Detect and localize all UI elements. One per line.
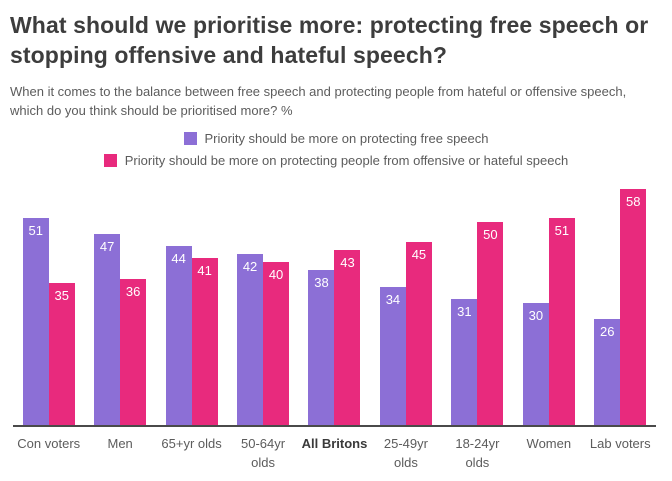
bar-hateful-speech: 36 bbox=[120, 278, 147, 425]
bar-group: 47 36 bbox=[84, 233, 155, 425]
legend-label-hateful-speech: Priority should be more on protecting pe… bbox=[124, 152, 569, 168]
bar-value-label: 34 bbox=[385, 291, 401, 307]
bar-value-label: 51 bbox=[28, 222, 43, 238]
bar-value-label: 31 bbox=[457, 303, 472, 319]
bar-free-speech: 38 bbox=[308, 269, 335, 425]
bar-value-label: 36 bbox=[125, 283, 141, 299]
bar-free-speech: 51 bbox=[22, 217, 49, 425]
x-axis-line bbox=[13, 424, 656, 427]
bar-hateful-speech: 43 bbox=[334, 249, 361, 425]
x-axis-label: All Britons bbox=[301, 435, 368, 451]
bar-value-label: 45 bbox=[411, 246, 427, 262]
x-axis-labels: Con voters Men 65+yr olds 50-64yr olds All B… bbox=[13, 434, 656, 473]
legend-item-free-speech: Priority should be more on protecting fr… bbox=[183, 130, 489, 146]
bar-free-speech: 44 bbox=[165, 245, 192, 425]
legend-swatch-free-speech-icon bbox=[183, 131, 197, 145]
x-axis-label: Con voters bbox=[17, 435, 81, 451]
legend-swatch-hateful-speech-icon bbox=[103, 153, 117, 167]
bar-value-label: 50 bbox=[483, 226, 498, 242]
bar-hateful-speech: 35 bbox=[48, 282, 75, 425]
x-axis-label: Men bbox=[107, 435, 133, 451]
bar-value-label: 26 bbox=[600, 323, 615, 339]
x-axis-label: 65+yr olds bbox=[161, 435, 222, 451]
bar-group: 42 40 bbox=[227, 253, 298, 425]
bar-value-label: 35 bbox=[54, 287, 69, 303]
x-axis-label: Lab voters bbox=[589, 435, 651, 451]
bar-value-label: 58 bbox=[626, 193, 641, 209]
bar-hateful-speech: 51 bbox=[548, 217, 575, 425]
bar-free-speech: 26 bbox=[594, 318, 621, 425]
bar-value-label: 51 bbox=[554, 222, 570, 238]
x-axis-label: Women bbox=[526, 435, 572, 451]
bar-group: 31 50 bbox=[442, 221, 513, 425]
bar-group: 38 43 bbox=[299, 249, 370, 425]
bar-hateful-speech: 40 bbox=[263, 261, 290, 425]
bar-hateful-speech: 45 bbox=[405, 241, 432, 425]
bar-free-speech: 31 bbox=[451, 298, 478, 425]
bar-value-label: 44 bbox=[171, 250, 186, 266]
bar-hateful-speech: 41 bbox=[191, 257, 218, 425]
legend-label-free-speech: Priority should be more on protecting fr… bbox=[204, 130, 489, 146]
bar-value-label: 41 bbox=[197, 262, 212, 278]
chart-title: What should we prioritise more: protecti… bbox=[10, 12, 649, 69]
x-axis-label: 18-24yr olds bbox=[455, 435, 500, 471]
bar-chart: 51 35 47 36 44 41 42 40 38 43 34 45 31 50 30 51 26 58 Con… bbox=[13, 181, 656, 473]
bar-hateful-speech: 58 bbox=[620, 188, 647, 425]
bar-value-label: 43 bbox=[340, 254, 355, 270]
legend: Priority should be more on protecting fr… bbox=[10, 131, 662, 168]
bar-group: 26 58 bbox=[585, 188, 656, 425]
bar-group: 34 45 bbox=[370, 241, 441, 425]
bar-free-speech: 30 bbox=[522, 302, 549, 425]
bar-free-speech: 34 bbox=[379, 286, 406, 425]
bar-value-label: 42 bbox=[242, 258, 258, 274]
bar-group: 44 41 bbox=[156, 245, 227, 425]
chart-subtitle: When it comes to the balance between fre… bbox=[10, 83, 627, 119]
plot-area: 51 35 47 36 44 41 42 40 38 43 34 45 31 50 30 51 26 58 bbox=[13, 181, 656, 425]
bar-hateful-speech: 50 bbox=[477, 221, 504, 425]
bar-value-label: 40 bbox=[268, 266, 284, 282]
x-axis-label: 50-64yr olds bbox=[241, 435, 286, 471]
bar-group: 51 35 bbox=[13, 217, 84, 425]
bar-free-speech: 47 bbox=[94, 233, 121, 425]
bar-value-label: 47 bbox=[99, 238, 115, 254]
x-axis-label: 25-49yr olds bbox=[383, 435, 428, 471]
bar-free-speech: 42 bbox=[237, 253, 264, 425]
bar-value-label: 30 bbox=[528, 307, 544, 323]
bar-group: 30 51 bbox=[513, 217, 584, 425]
legend-item-hateful-speech: Priority should be more on protecting pe… bbox=[103, 152, 569, 168]
bar-value-label: 38 bbox=[314, 274, 329, 290]
